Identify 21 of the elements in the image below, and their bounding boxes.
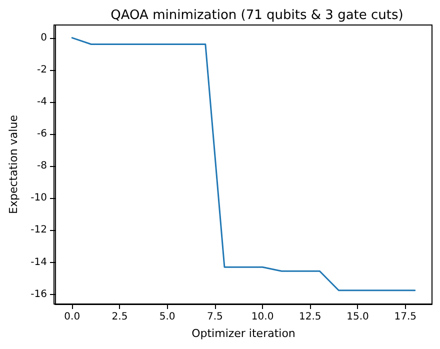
y-tick-label: -14 bbox=[30, 256, 47, 268]
x-tick-label: 15.0 bbox=[346, 312, 369, 322]
y-tick-label: -10 bbox=[30, 192, 47, 204]
y-tick-label: 0 bbox=[40, 32, 47, 44]
line-series bbox=[71, 37, 416, 292]
y-tick-label: -8 bbox=[37, 160, 47, 172]
x-tick-label: 5.0 bbox=[159, 312, 176, 322]
y-tick-label: -6 bbox=[37, 128, 47, 140]
y-axis-title: Expectation value bbox=[7, 114, 20, 214]
chart-title: QAOA minimization (71 qubits & 3 gate cuts) bbox=[110, 8, 404, 23]
y-tick-label: -2 bbox=[37, 64, 47, 76]
x-tick-label: 12.5 bbox=[299, 312, 322, 322]
x-tick-label: 17.5 bbox=[394, 312, 416, 322]
y-tick-label: -12 bbox=[30, 224, 47, 236]
y-tick-label: -4 bbox=[37, 96, 47, 108]
x-tick-label: 0.0 bbox=[64, 312, 80, 322]
x-tick-label: 7.5 bbox=[206, 312, 223, 322]
x-axis-title: Optimizer iteration bbox=[192, 327, 296, 340]
y-tick-label: -16 bbox=[30, 288, 47, 300]
x-tick-label: 2.5 bbox=[112, 312, 128, 322]
x-tick-label: 10.0 bbox=[251, 312, 274, 322]
